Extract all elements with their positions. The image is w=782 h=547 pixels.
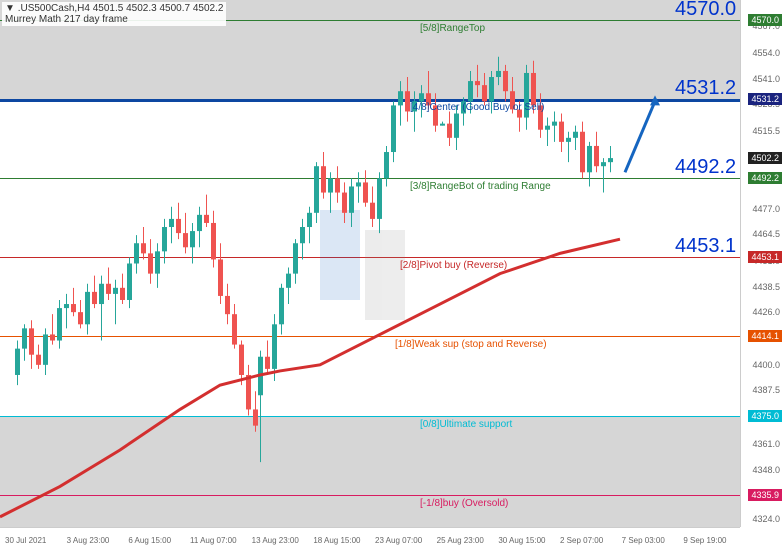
y-axis-tick: 4541.0 [752, 74, 780, 84]
y-axis-tick: 4324.0 [752, 514, 780, 524]
y-axis-tick: 4426.0 [752, 307, 780, 317]
y-axis-tick: 4348.0 [752, 465, 780, 475]
y-axis-tick: 4554.0 [752, 48, 780, 58]
y-axis-tick: 4361.0 [752, 439, 780, 449]
x-axis-tick: 9 Sep 19:00 [683, 536, 726, 545]
x-axis-tick: 11 Aug 07:00 [190, 536, 237, 545]
y-axis-badge: 4531.2 [748, 93, 782, 105]
y-axis-tick: 4438.5 [752, 282, 780, 292]
x-axis-tick: 30 Jul 2021 [5, 536, 46, 545]
price-level-label: 4531.2 [675, 77, 736, 100]
x-axis: 30 Jul 2021 3 Aug 23:00 6 Aug 15:00 11 Aug … [0, 527, 740, 547]
y-axis-tick: 4464.5 [752, 229, 780, 239]
y-axis-badge: 4492.2 [748, 172, 782, 184]
x-axis-tick: 18 Aug 15:00 [313, 536, 360, 545]
chart-title: ▼ .US500Cash,H4 4501.5 4502.3 4500.7 450… [2, 2, 226, 26]
x-axis-tick: 6 Aug 15:00 [128, 536, 171, 545]
y-axis-tick: 4477.0 [752, 204, 780, 214]
price-level-label: 4492.2 [675, 156, 736, 179]
price-level-label: 4570.0 [675, 0, 736, 21]
x-axis-tick: 3 Aug 23:00 [67, 536, 110, 545]
y-axis-badge: 4375.0 [748, 410, 782, 422]
x-axis-tick: 7 Sep 03:00 [622, 536, 665, 545]
x-axis-tick: 13 Aug 23:00 [252, 536, 299, 545]
murrey-line-label: [5/8]RangeTop [420, 23, 485, 34]
x-axis-tick: 2 Sep 07:00 [560, 536, 603, 545]
murrey-line-label: [3/8]RangeBot of trading Range [410, 181, 551, 192]
y-axis: 4324.04336.04348.04361.04374.04387.54400… [740, 0, 782, 527]
price-level-label: 4453.1 [675, 235, 736, 258]
y-axis-tick: 4387.5 [752, 385, 780, 395]
y-axis-tick: 4515.5 [752, 126, 780, 136]
murrey-line-label: [4/8]Center (Good Buy or Sell) [410, 102, 545, 113]
chart-area: ▼ .US500Cash,H4 4501.5 4502.3 4500.7 450… [0, 0, 740, 527]
murrey-line-label: [0/8]Ultimate support [420, 419, 512, 430]
y-axis-badge: 4414.1 [748, 330, 782, 342]
x-axis-tick: 30 Aug 15:00 [498, 536, 545, 545]
murrey-line-label: [-1/8]buy (Oversold) [420, 498, 508, 509]
y-axis-badge: 4502.2 [748, 152, 782, 164]
y-axis-badge: 4335.9 [748, 489, 782, 501]
murrey-line-label: [2/8]Pivot buy (Reverse) [400, 260, 507, 271]
x-axis-tick: 23 Aug 07:00 [375, 536, 422, 545]
x-axis-tick: 25 Aug 23:00 [437, 536, 484, 545]
y-axis-badge: 4453.1 [748, 251, 782, 263]
y-axis-badge: 4570.0 [748, 14, 782, 26]
y-axis-tick: 4400.0 [752, 360, 780, 370]
murrey-line-label: [1/8]Weak sup (stop and Reverse) [395, 339, 547, 350]
chart-container: ▼ .US500Cash,H4 4501.5 4502.3 4500.7 450… [0, 0, 782, 547]
